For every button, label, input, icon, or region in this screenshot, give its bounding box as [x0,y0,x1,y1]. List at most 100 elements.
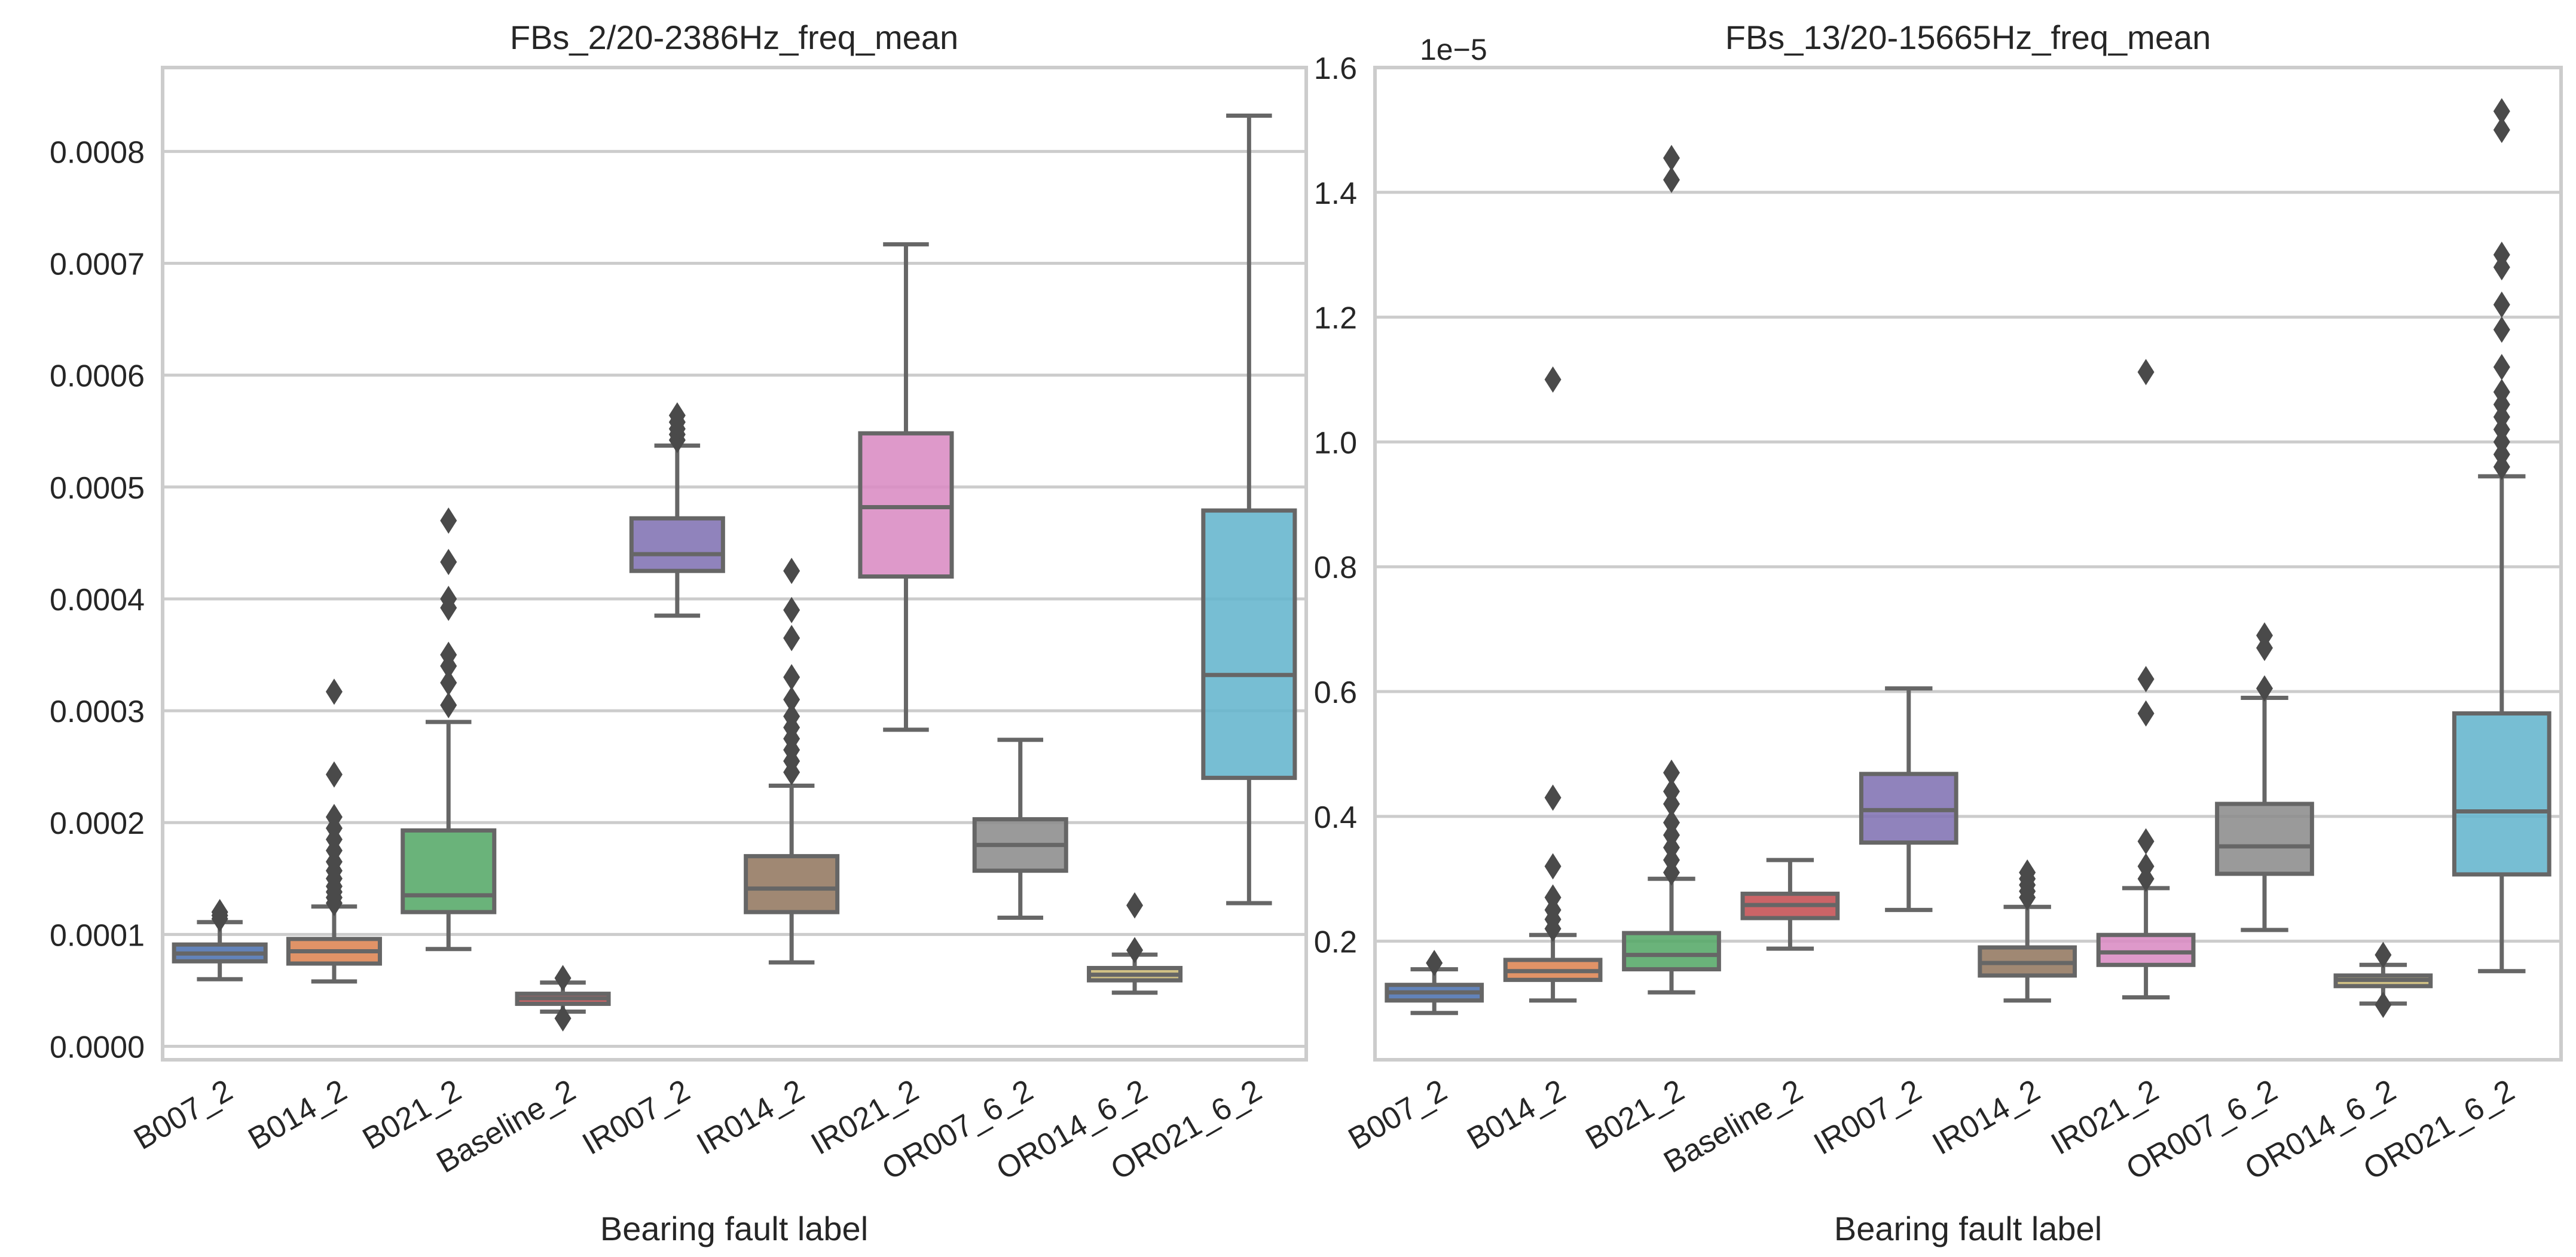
box-B021_2 [401,507,497,952]
outlier-point [440,641,457,668]
outlier-point [2137,359,2155,386]
outlier-point [2137,700,2155,727]
y-tick-label: 1.4 [1314,176,1357,211]
y-tick-label: 1.6 [1314,51,1357,86]
box-body [401,828,497,915]
box-OR021_6_2 [1201,113,1297,906]
outlier-point [1663,809,1680,836]
outlier-point [440,549,457,576]
outlier-point [2137,666,2155,693]
outlier-point [1126,937,1144,964]
box-body [2096,932,2196,967]
box-body [744,854,840,915]
outlier-point [783,663,800,690]
box-body [858,431,954,579]
outlier-point [1426,950,1443,977]
outlier-point [554,1005,572,1032]
box-OR014_6_2 [2333,941,2433,1019]
box-OR014_6_2 [1087,892,1183,995]
outlier-point [1544,884,1562,911]
y-tick-labels: 0.0000 0.0001 0.0002 0.0003 0.0004 0.0005 0.00… [50,135,145,1065]
outlier-point [440,507,457,534]
box-IR021_2 [858,242,954,732]
box-IR014_2 [1978,859,2077,1003]
outlier-point [440,585,457,612]
outlier-point [2019,859,2036,886]
outlier-point [2493,354,2510,381]
boxes [172,113,1297,1032]
outlier-point [325,803,343,830]
box-IR007_2 [629,402,725,618]
outlier-point [2493,291,2510,318]
outlier-point [783,686,800,713]
outlier-point [1663,145,1680,172]
box-Baseline_2 [515,965,611,1032]
outlier-point [2256,622,2273,649]
y-tick-label: 1.0 [1314,426,1357,460]
outlier-point [1544,853,1562,880]
box-B014_2 [286,678,382,984]
boxes [1385,98,2551,1019]
outlier-point [1544,366,1562,393]
box-body [1622,931,1721,972]
outlier-point [2137,828,2155,855]
outlier-point [668,402,686,429]
outlier-point [2493,316,2510,343]
outlier-point [2493,98,2510,125]
outlier-point [440,692,457,718]
y-tick-label: 0.8 [1314,550,1357,585]
outlier-point [1126,892,1144,919]
outlier-point [1663,166,1680,193]
box-IR007_2 [1859,686,1958,912]
outlier-point [783,597,800,623]
box-IR014_2 [744,558,840,965]
y-tick-label: 0.0004 [50,583,145,617]
outlier-point [783,703,800,730]
outlier-point [554,965,572,992]
y-tick-label: 0.2 [1314,925,1357,960]
plot-frame [161,66,1308,1062]
y-tick-labels: 0.2 0.4 0.6 0.8 1.0 1.2 1.4 1.6 [1314,51,1357,960]
x-axis-label: Bearing fault label [1834,1210,2102,1247]
box-OR007_6_2 [972,738,1068,920]
outlier-point [2375,992,2392,1019]
chart-title: FBs_13/20-15665Hz_freq_mean [1725,19,2211,56]
y-tick-label: 1.2 [1314,301,1357,336]
outlier-point [2493,241,2510,268]
box-B007_2 [1385,950,1484,1016]
plot-area [1375,68,2561,1060]
plot-area [163,68,1306,1060]
box-B021_2 [1622,145,1721,995]
outlier-point [2493,378,2510,405]
box-body [629,516,725,573]
outlier-point [2493,117,2510,143]
y-tick-label: 0.0002 [50,806,145,841]
outlier-point [1663,759,1680,786]
outlier-point [2256,675,2273,702]
x-axis-label: Bearing fault label [600,1210,868,1247]
y-tick-label: 0.0005 [50,471,145,506]
y-tick-label: 0.0007 [50,247,145,282]
box-body [2215,802,2314,876]
plot-frame [1373,66,2563,1062]
gridlines [163,149,1306,1048]
y-tick-label: 0.4 [1314,800,1357,835]
box-B014_2 [1503,366,1603,1003]
outlier-point [325,761,343,788]
y-tick-label: 0.6 [1314,675,1357,710]
outlier-point [2137,853,2155,880]
chart-title: FBs_2/20-2386Hz_freq_mean [510,19,958,56]
box-Baseline_2 [1740,858,1840,951]
outlier-point [211,898,228,925]
box-OR007_6_2 [2215,622,2314,932]
outlier-point [783,558,800,585]
y-tick-label: 0.0008 [50,135,145,170]
box-OR021_6_2 [2452,98,2551,974]
y-tick-label: 0.0003 [50,695,145,729]
outlier-point [440,669,457,696]
outlier-point [325,678,343,705]
box-body [2452,711,2551,877]
outlier-point [783,625,800,652]
y-tick-label: 0.0006 [50,359,145,394]
